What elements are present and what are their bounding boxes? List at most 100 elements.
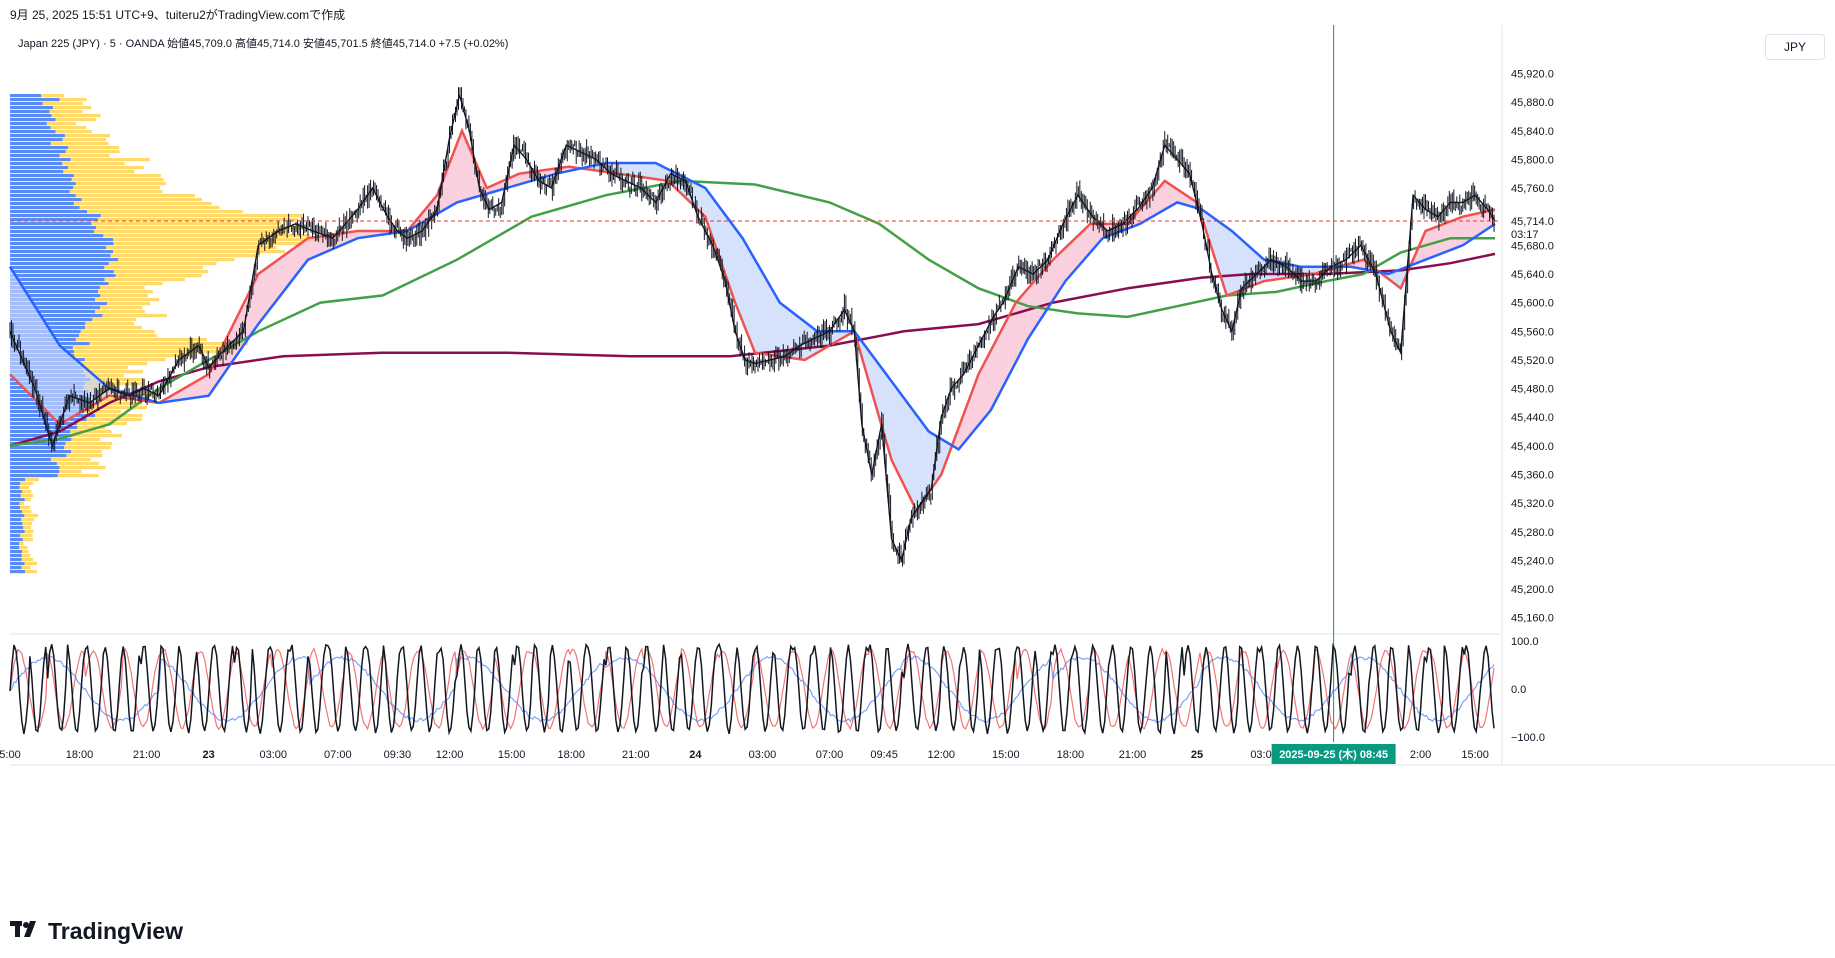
x-tick-label: 2:00 <box>1410 749 1431 761</box>
vp-bar-down <box>73 174 161 178</box>
x-tick-label: 24 <box>689 749 702 761</box>
vp-bar-down <box>55 130 93 134</box>
vp-bar-up <box>10 154 60 158</box>
vp-bar-down <box>50 458 91 462</box>
vp-bar-up <box>10 182 76 186</box>
ema-cloud-segment <box>998 326 1004 396</box>
vp-bar-up <box>10 558 22 562</box>
vp-bar-down <box>118 258 235 262</box>
vp-bar-up <box>10 178 72 182</box>
y-tick-label: 45,520.0 <box>1511 355 1554 367</box>
ema-cloud-segment <box>630 162 636 177</box>
vp-bar-up <box>10 306 101 310</box>
vp-bar-up <box>10 310 96 314</box>
vp-bar-down <box>74 350 233 354</box>
vp-bar-down <box>100 214 303 218</box>
ema-cloud-segment <box>461 130 467 201</box>
y-tick-label: 45,440.0 <box>1511 412 1554 424</box>
vp-bar-down <box>87 210 243 214</box>
osc-y-tick-label: −100.0 <box>1511 732 1545 744</box>
vp-bar-up <box>10 214 101 218</box>
ema-cloud-segment <box>1003 316 1009 387</box>
vp-bar-up <box>10 454 67 458</box>
ema-cloud-segment <box>620 162 626 175</box>
vp-bar-down <box>65 442 112 446</box>
vp-bar-up <box>10 110 50 114</box>
vp-bar-down <box>89 342 249 346</box>
vp-bar-up <box>10 186 74 190</box>
ema-cloud-segment <box>59 345 65 425</box>
vp-bar-up <box>10 494 21 498</box>
ema-cloud-segment <box>720 208 726 274</box>
vp-bar-down <box>19 486 29 490</box>
ema-cloud-segment <box>1048 259 1053 308</box>
vp-bar-down <box>83 370 143 374</box>
vp-bar-down <box>93 230 290 234</box>
y-tick-label: 45,280.0 <box>1511 527 1554 539</box>
ema-cloud-segment <box>1360 260 1366 270</box>
ema-cloud-segment <box>253 273 259 332</box>
vp-bar-down <box>97 218 298 222</box>
ema-cloud-segment <box>452 143 457 206</box>
y-tick-label: 45,800.0 <box>1511 154 1554 166</box>
ema-cloud-segment <box>1028 282 1034 339</box>
vp-bar-down <box>51 114 101 118</box>
ema-cloud-segment <box>1450 219 1456 251</box>
tradingview-logo-icon <box>10 918 42 945</box>
ema-cloud-segment <box>1067 240 1073 279</box>
ema-cloud-segment <box>19 282 25 390</box>
vp-bar-up <box>10 546 20 550</box>
vp-bar-down <box>75 182 166 186</box>
vp-bar-up <box>10 314 103 318</box>
vp-bar-down <box>95 414 143 418</box>
vp-bar-up <box>10 462 57 466</box>
vp-bar-down <box>107 302 151 306</box>
vp-bar-down <box>22 522 33 526</box>
last-price-label-bg <box>1503 211 1563 240</box>
ema-cloud-segment <box>655 162 661 180</box>
ema-cloud-segment <box>755 259 760 354</box>
vp-bar-up <box>10 126 51 130</box>
vp-bar-down <box>77 426 105 430</box>
vp-bar-down <box>82 366 128 370</box>
vp-bar-up <box>10 302 108 306</box>
vp-bar-down <box>23 526 31 530</box>
vp-bar-down <box>50 126 87 130</box>
ema-cloud-segment <box>1440 223 1446 254</box>
x-tick-label: 07:00 <box>324 749 352 761</box>
symbol-legend[interactable]: Japan 225 (JPY) · 5 · OANDA 始値45,709.0 高… <box>18 38 509 50</box>
x-tick-label: 09:30 <box>384 749 412 761</box>
vp-bar-up <box>10 254 111 258</box>
vp-bar-up <box>10 442 66 446</box>
currency-button[interactable]: JPY <box>1765 34 1825 60</box>
vp-bar-down <box>80 330 155 334</box>
vp-bar-down <box>108 282 163 286</box>
vp-bar-down <box>64 446 111 450</box>
vp-bar-up <box>10 202 74 206</box>
vp-bar-up <box>10 226 97 230</box>
vp-bar-down <box>105 246 277 250</box>
vp-bar-up <box>10 478 26 482</box>
vp-bar-down <box>113 242 304 246</box>
vp-bar-down <box>22 510 32 514</box>
ema-cloud-segment <box>303 238 308 267</box>
ema-cloud-segment <box>894 384 900 476</box>
ema-cloud-segment <box>1023 288 1029 348</box>
ema-cloud-segment <box>1018 294 1024 358</box>
osc-y-tick-label: 0.0 <box>1511 684 1526 696</box>
ema-cloud-segment <box>735 228 741 316</box>
vp-bar-up <box>10 258 119 262</box>
vp-bar-down <box>41 94 65 98</box>
vp-bar-up <box>10 562 25 566</box>
vp-bar-down <box>59 154 110 158</box>
ema-cloud-segment <box>203 374 209 397</box>
ema-cloud-segment <box>978 364 984 426</box>
ema-cloud-segment <box>74 358 80 416</box>
vp-bar-up <box>10 130 56 134</box>
y-tick-label: 45,640.0 <box>1511 269 1554 281</box>
vp-bar-down <box>50 142 109 146</box>
tradingview-logo[interactable]: TradingView <box>10 918 183 945</box>
osc-y-tick-label: 100.0 <box>1511 636 1539 648</box>
y-tick-label: 45,680.0 <box>1511 240 1554 252</box>
